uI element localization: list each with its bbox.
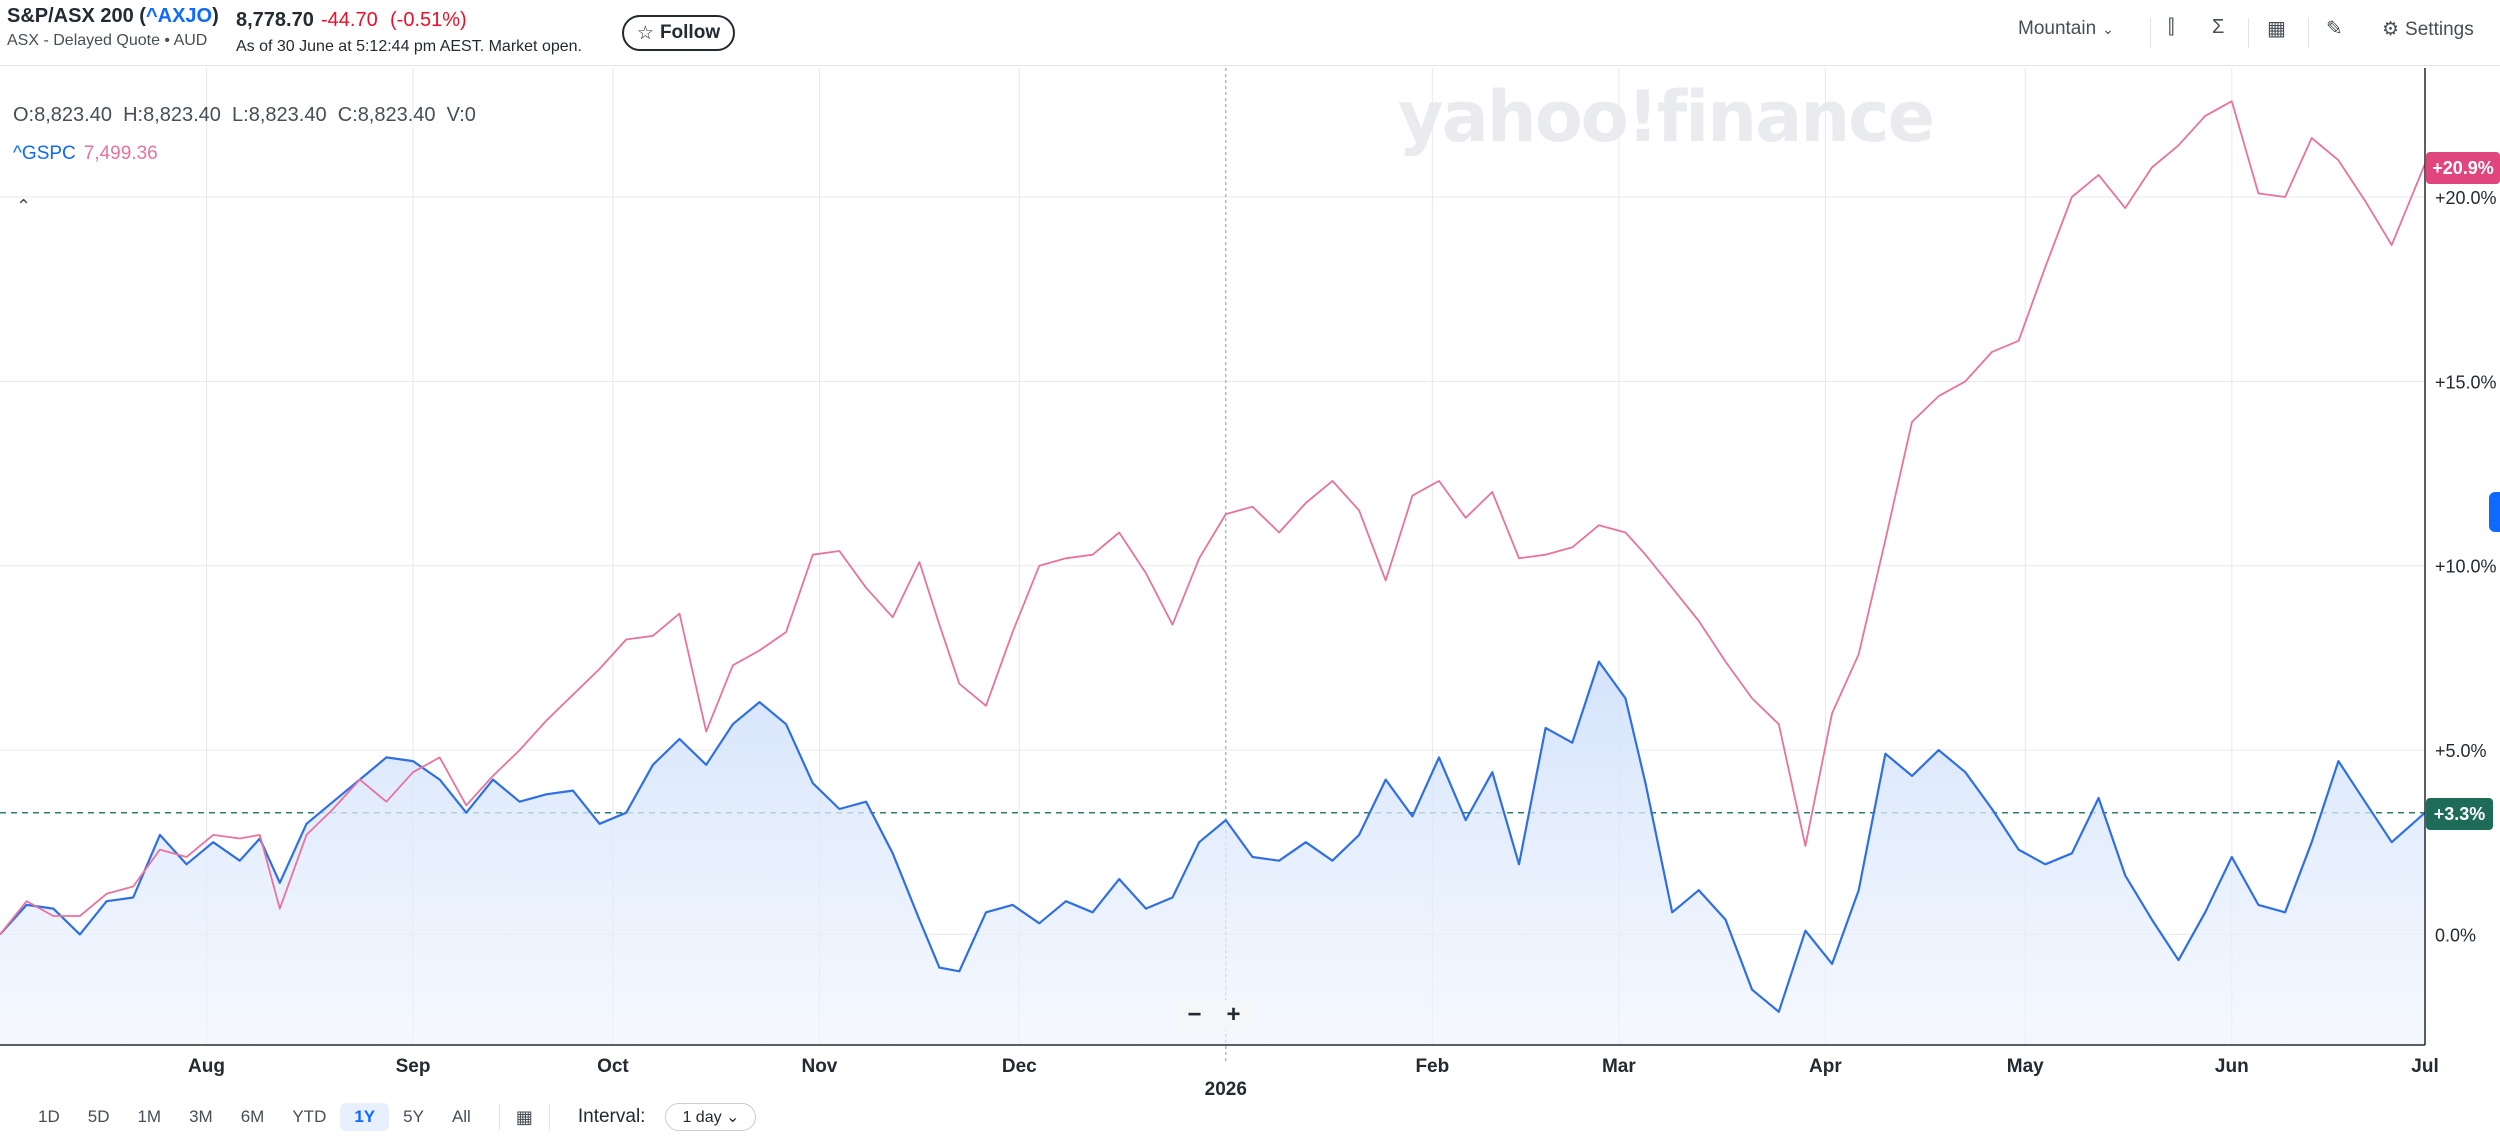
toolbar-divider: [2248, 18, 2249, 48]
axjo-pct-badge: +3.3%: [2426, 798, 2493, 830]
toolbar-divider: [2308, 18, 2309, 48]
gspc-pct-badge: +20.9%: [2426, 152, 2500, 184]
range-toolbar: 1D 5D 1M 3M 6M YTD 1Y 5Y All ▦ Interval:…: [24, 1101, 757, 1133]
x-tick-label: Jun: [2215, 1056, 2249, 1077]
toolbar-divider: [2150, 18, 2151, 48]
x-tick-label: May: [2007, 1056, 2044, 1077]
y-tick-label: +15.0%: [2435, 372, 2497, 392]
x-tick-label: 2026: [1205, 1079, 1247, 1100]
y-tick-label: +20.0%: [2435, 188, 2497, 208]
price-change: -44.70: [321, 9, 378, 31]
interval-label: Interval:: [577, 1106, 646, 1127]
quote-header: S&P/ASX 200 (^AXJO) ASX - Delayed Quote …: [0, 0, 2500, 66]
zoom-controls: − +: [1175, 1000, 1253, 1030]
yahoo-finance-watermark: yahoo!finance: [1398, 76, 1935, 158]
range-6m[interactable]: 6M: [240, 1107, 265, 1126]
chevron-down-icon: ⌄: [726, 1109, 740, 1126]
toolbar-divider: [548, 1104, 550, 1130]
x-tick-label: Jul: [2411, 1056, 2438, 1077]
compare-legend[interactable]: ^GSPC 7,499.36: [13, 143, 158, 165]
range-1m[interactable]: 1M: [137, 1107, 162, 1126]
interval-dropdown[interactable]: 1 day ⌄: [665, 1103, 757, 1131]
compare-icon[interactable]: ⫿: [2168, 16, 2175, 38]
date-range-calendar-icon[interactable]: ▦: [515, 1106, 533, 1127]
ticker-link[interactable]: ^AXJO: [145, 5, 213, 27]
symbol-title: S&P/ASX 200 (^AXJO): [7, 5, 219, 27]
y-tick-label: +5.0%: [2435, 741, 2487, 761]
ohlc-readout: O:8,823.40 H:8,823.40 L:8,823.40 C:8,823…: [13, 104, 476, 126]
compare-symbol[interactable]: ^GSPC: [13, 143, 76, 164]
range-3m[interactable]: 3M: [189, 1107, 213, 1126]
zoom-in-icon[interactable]: +: [1226, 1001, 1241, 1028]
x-tick-label: Dec: [1002, 1056, 1037, 1077]
range-5d[interactable]: 5D: [87, 1107, 110, 1126]
range-1y[interactable]: 1Y: [340, 1103, 390, 1131]
x-tick-label: Nov: [801, 1056, 837, 1077]
price-change-percent: (-0.51%): [390, 9, 467, 31]
gear-icon: ⚙: [2382, 19, 2400, 40]
compare-value: 7,499.36: [83, 143, 158, 164]
range-all[interactable]: All: [451, 1107, 471, 1126]
chart-style-dropdown[interactable]: Mountain ⌄: [2018, 18, 2114, 39]
x-tick-label: Mar: [1602, 1056, 1636, 1077]
x-tick-label: Apr: [1809, 1056, 1842, 1077]
side-panel-tab[interactable]: [2489, 492, 2500, 532]
calendar-events-icon[interactable]: ▦: [2267, 18, 2286, 40]
last-price: 8,778.70: [236, 9, 314, 31]
collapse-legend-icon[interactable]: ⌃: [16, 196, 32, 216]
y-tick-label: 0.0%: [2435, 925, 2476, 945]
range-1d[interactable]: 1D: [38, 1107, 60, 1126]
sigma-icon[interactable]: Σ: [2212, 16, 2225, 38]
x-tick-label: Sep: [396, 1056, 431, 1077]
quote-source: ASX - Delayed Quote • AUD: [7, 32, 208, 49]
quote-timestamp: As of 30 June at 5:12:44 pm AEST. Market…: [236, 38, 582, 55]
chevron-down-icon: ⌄: [2102, 20, 2114, 37]
draw-pencil-icon[interactable]: ✎: [2326, 18, 2343, 40]
zoom-out-icon[interactable]: −: [1187, 1001, 1202, 1028]
range-ytd[interactable]: YTD: [292, 1107, 327, 1126]
x-tick-label: Feb: [1415, 1056, 1449, 1077]
settings-button[interactable]: ⚙ Settings: [2382, 18, 2474, 41]
x-tick-label: Oct: [597, 1056, 629, 1077]
follow-button[interactable]: ☆ Follow: [622, 15, 735, 51]
x-tick-label: Aug: [188, 1056, 225, 1077]
star-icon: ☆: [636, 22, 654, 44]
range-5y[interactable]: 5Y: [403, 1107, 424, 1126]
y-tick-label: +10.0%: [2435, 557, 2497, 577]
toolbar-divider: [498, 1104, 500, 1130]
axjo-area-fill: [0, 661, 2425, 1045]
